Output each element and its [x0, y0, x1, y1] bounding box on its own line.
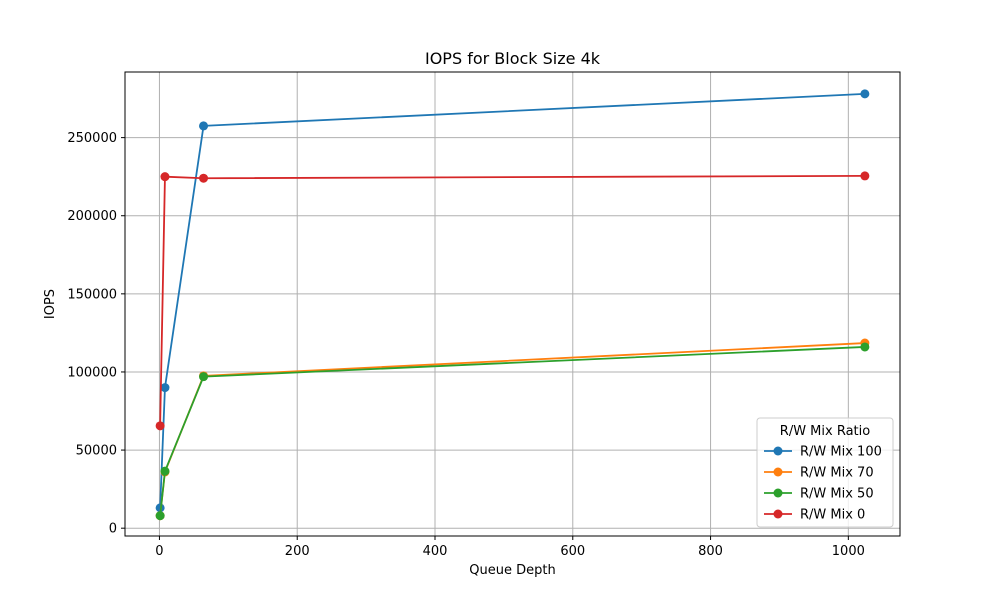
y-axis-label: IOPS	[43, 289, 58, 319]
data-point	[860, 342, 870, 352]
legend-label: R/W Mix 50	[800, 487, 874, 502]
legend-label: R/W Mix 100	[800, 445, 882, 460]
data-point	[199, 372, 209, 382]
x-tick-label: 0	[155, 544, 163, 559]
data-point	[160, 172, 170, 182]
y-tick-label: 250000	[67, 131, 117, 146]
axis-ticks: 0 200 400 600 800 1000 0 50000 100000 150000 20000…	[67, 131, 865, 559]
x-axis-label: Queue Depth	[469, 563, 555, 578]
y-tick-label: 150000	[67, 287, 117, 302]
data-point	[199, 121, 209, 131]
legend-label: R/W Mix 0	[800, 508, 865, 523]
legend-swatch-marker	[773, 467, 783, 477]
grid	[125, 72, 900, 536]
series-line	[159, 92, 865, 508]
series-group	[155, 89, 870, 521]
data-point	[199, 173, 209, 183]
x-tick-label: 800	[698, 544, 723, 559]
legend-swatch-marker	[773, 509, 783, 519]
x-tick-label: 400	[423, 544, 448, 559]
y-tick-label: 50000	[76, 444, 117, 459]
data-point	[860, 89, 870, 99]
x-tick-label: 600	[560, 544, 585, 559]
y-tick-label: 200000	[67, 209, 117, 224]
legend-box	[756, 417, 894, 528]
legend: R/W Mix Ratio R/W Mix 100 R/W Mix 70 R/W M…	[756, 417, 894, 528]
series-line	[159, 174, 865, 426]
legend-label: R/W Mix 70	[800, 466, 874, 481]
y-tick-label: 0	[109, 522, 117, 537]
data-point	[160, 383, 170, 393]
data-point	[160, 466, 170, 476]
x-tick-label: 200	[285, 544, 310, 559]
legend-title: R/W Mix Ratio	[780, 424, 870, 439]
plot-frame	[124, 71, 901, 537]
x-tick-label: 1000	[832, 544, 865, 559]
y-tick-label: 100000	[67, 365, 117, 380]
data-point	[860, 171, 870, 181]
series-line	[159, 346, 865, 516]
data-point	[155, 421, 165, 431]
chart-title: IOPS for Block Size 4k	[425, 49, 601, 68]
legend-swatch-marker	[773, 488, 783, 498]
data-point	[155, 511, 165, 521]
legend-swatch-marker	[773, 446, 783, 456]
